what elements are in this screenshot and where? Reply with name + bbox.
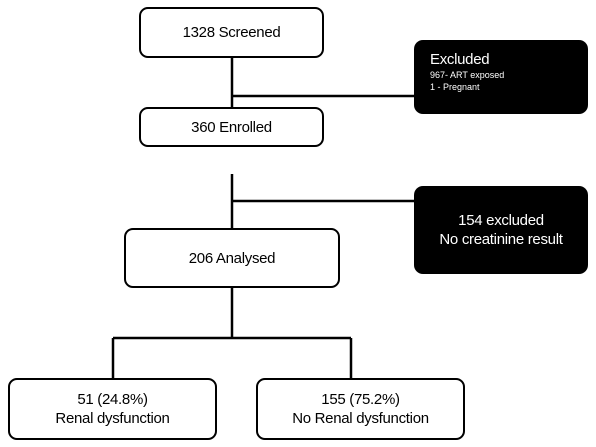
analysed-box: 206 Analysed xyxy=(124,228,340,288)
screened-box: 1328 Screened xyxy=(139,7,324,58)
excluded-box-2: 154 excluded No creatinine result xyxy=(414,186,588,274)
excluded-title: Excluded xyxy=(430,51,490,68)
excluded-reason: No creatinine result xyxy=(439,231,563,248)
renal-dysfunction-count: 51 (24.8%) xyxy=(77,391,148,408)
excluded-box-1: Excluded 967- ART exposed 1 - Pregnant xyxy=(414,40,588,114)
renal-dysfunction-label: Renal dysfunction xyxy=(55,410,170,427)
screened-label: 1328 Screened xyxy=(182,24,281,41)
renal-dysfunction-box: 51 (24.8%) Renal dysfunction xyxy=(8,378,217,440)
excluded-detail-pregnant: 1 - Pregnant xyxy=(430,82,480,92)
enrolled-label: 360 Enrolled xyxy=(191,118,272,136)
no-renal-dysfunction-count: 155 (75.2%) xyxy=(321,391,400,408)
analysed-label: 206 Analysed xyxy=(188,249,276,267)
excluded-detail-art: 967- ART exposed xyxy=(430,70,505,80)
no-renal-dysfunction-label: No Renal dysfunction xyxy=(292,410,429,427)
enrolled-box: 360 Enrolled xyxy=(139,107,324,147)
no-renal-dysfunction-box: 155 (75.2%) No Renal dysfunction xyxy=(256,378,465,440)
excluded-count: 154 excluded xyxy=(458,212,544,229)
